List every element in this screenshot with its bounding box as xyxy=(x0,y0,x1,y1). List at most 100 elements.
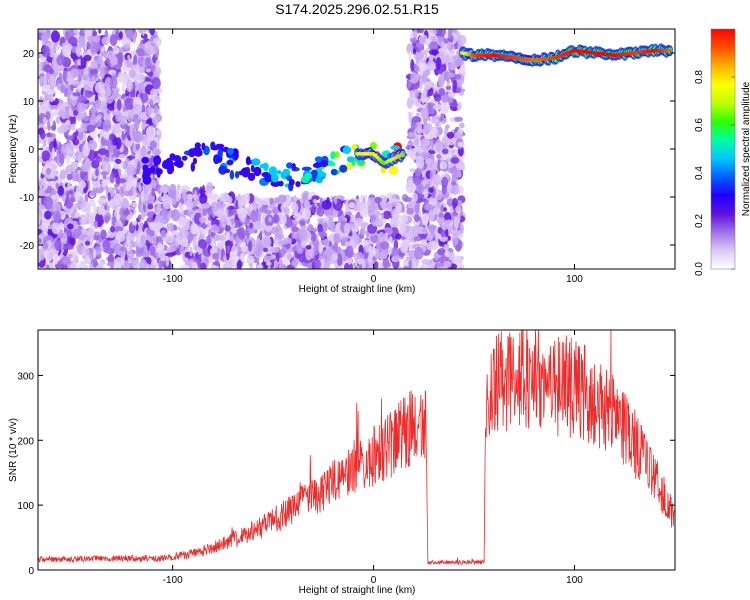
noise-blob xyxy=(237,227,246,240)
noise-blob xyxy=(115,137,122,150)
ridge-peak xyxy=(667,48,672,53)
noise-blob xyxy=(97,59,103,65)
colorbar-tick-label: 0.2 xyxy=(694,214,705,228)
noise-blob xyxy=(69,262,79,269)
noise-blob xyxy=(154,104,158,114)
ridge-fragment xyxy=(154,161,159,167)
noise-blob xyxy=(53,210,62,222)
noise-blob xyxy=(123,209,130,216)
noise-blob xyxy=(410,37,417,44)
noise-blob xyxy=(96,121,102,128)
spectrogram-x-tick-label: 100 xyxy=(566,274,583,285)
noise-blob xyxy=(279,260,284,269)
ridge-fragment xyxy=(142,175,152,185)
noise-blob xyxy=(321,200,332,210)
noise-blob xyxy=(436,217,446,224)
ridge-fragment xyxy=(172,155,181,162)
snr-x-tick-label: -100 xyxy=(163,575,183,586)
noise-blob xyxy=(128,173,134,185)
noise-blob xyxy=(426,234,433,242)
noise-blob xyxy=(409,147,419,161)
noise-blob xyxy=(102,119,112,132)
noise-blob xyxy=(178,207,182,212)
noise-blob xyxy=(49,52,59,58)
ridge-fragment xyxy=(286,162,294,169)
noise-blob xyxy=(185,198,193,211)
noise-blob xyxy=(454,116,464,122)
noise-blob xyxy=(52,64,59,73)
noise-blob xyxy=(61,44,69,57)
ridge-fragment xyxy=(310,169,318,179)
noise-blob xyxy=(459,223,464,234)
noise-blob xyxy=(138,185,142,192)
noise-blob xyxy=(59,264,69,269)
noise-blob xyxy=(43,196,54,210)
spectrogram-noise xyxy=(38,29,467,269)
noise-blob xyxy=(237,194,241,201)
noise-blob xyxy=(269,258,275,269)
noise-blob xyxy=(93,203,97,216)
noise-blob xyxy=(424,134,434,140)
noise-blob xyxy=(421,213,429,226)
noise-blob xyxy=(270,246,280,254)
noise-blob xyxy=(401,203,405,213)
noise-blob xyxy=(89,68,99,75)
noise-blob xyxy=(106,261,116,267)
noise-blob xyxy=(114,158,122,165)
ridge-fragment xyxy=(312,162,322,168)
noise-blob xyxy=(404,252,410,257)
noise-blob xyxy=(109,75,118,89)
noise-blob xyxy=(378,262,383,269)
noise-blob xyxy=(55,116,61,124)
ridge-fragment xyxy=(169,163,175,174)
noise-blob xyxy=(120,197,129,209)
noise-blob xyxy=(122,160,128,170)
noise-blob xyxy=(145,126,156,139)
noise-blob xyxy=(156,242,163,252)
noise-blob xyxy=(137,29,144,34)
noise-blob xyxy=(163,244,168,251)
noise-blob xyxy=(149,64,156,72)
noise-blob xyxy=(410,71,416,83)
noise-blob xyxy=(415,66,420,73)
noise-blob xyxy=(151,187,155,197)
noise-blob xyxy=(84,264,89,269)
noise-blob xyxy=(213,234,221,242)
noise-blob xyxy=(399,225,406,237)
noise-blob xyxy=(268,216,272,223)
noise-blob xyxy=(104,86,112,97)
colorbar-gradient xyxy=(711,29,735,269)
noise-blob xyxy=(106,50,116,59)
noise-blob xyxy=(128,69,136,78)
noise-blob xyxy=(50,76,56,88)
noise-blob xyxy=(456,35,467,46)
noise-blob xyxy=(123,260,131,269)
noise-blob xyxy=(70,237,76,246)
noise-blob xyxy=(56,54,65,66)
noise-blob xyxy=(436,154,442,159)
spectrogram-y-axis-label: Frequency (Hz) xyxy=(8,115,19,184)
noise-blob xyxy=(312,199,318,204)
noise-blob xyxy=(429,169,434,181)
noise-blob xyxy=(67,78,75,85)
noise-blob xyxy=(209,193,220,201)
noise-blob xyxy=(294,250,298,258)
noise-blob xyxy=(144,37,149,42)
noise-blob xyxy=(200,262,207,269)
noise-blob xyxy=(67,165,71,172)
ridge-fragment xyxy=(227,147,234,155)
noise-blob xyxy=(52,44,56,55)
noise-blob xyxy=(64,30,70,41)
noise-blob xyxy=(70,170,80,182)
noise-blob xyxy=(228,209,233,217)
noise-blob xyxy=(115,230,126,243)
ridge-fragment xyxy=(390,145,401,150)
noise-blob xyxy=(249,222,254,229)
noise-blob xyxy=(345,245,354,258)
noise-blob xyxy=(184,230,189,236)
noise-blob xyxy=(146,106,153,116)
noise-blob xyxy=(100,66,105,79)
noise-blob xyxy=(199,193,208,205)
noise-blob xyxy=(405,180,415,194)
